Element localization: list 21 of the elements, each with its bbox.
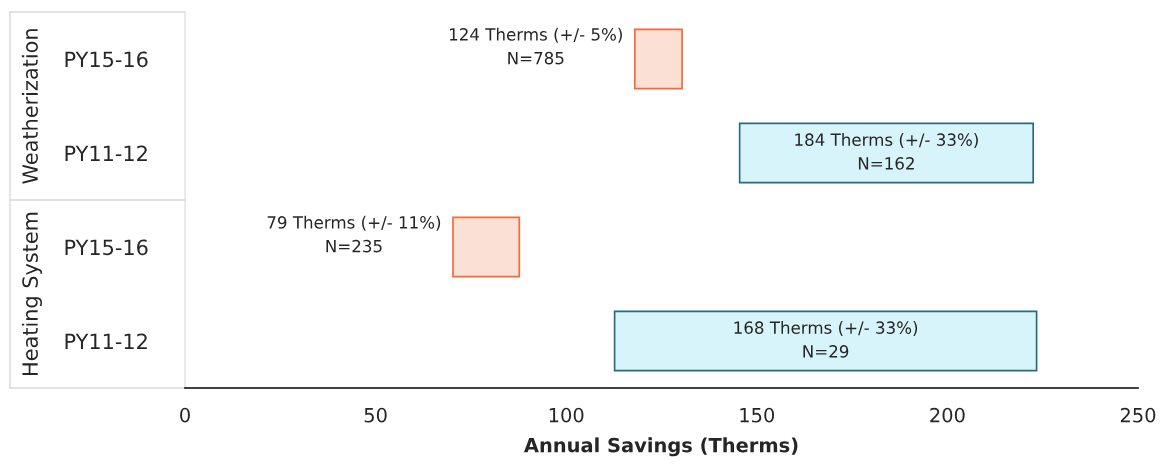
x-axis-title: Annual Savings (Therms) (524, 437, 798, 457)
x-tick-label: 100 (549, 407, 584, 423)
x-tick-label: 0 (180, 407, 190, 423)
bar (738, 122, 1035, 184)
y-tick-label: PY15-16 (65, 239, 148, 256)
x-tick-label: 150 (740, 407, 775, 423)
x-tick-label: 200 (930, 407, 965, 423)
x-tick-label: 250 (1120, 407, 1156, 423)
y-tick-label: PY11-12 (65, 145, 147, 161)
annotation: 184 Therms (+/- 33%) N=162 (795, 133, 978, 170)
bar (613, 310, 1038, 372)
annotation: 168 Therms (+/- 33%) N=29 (734, 321, 918, 358)
annotation: 124 Therms (+/- 5%) N=785 (449, 27, 622, 65)
text: Weatherization (21, 29, 38, 184)
x-tick-label: 50 (364, 407, 387, 423)
bar (452, 216, 521, 278)
bar (633, 28, 683, 90)
annotation: 79 Therms (+/- 11%) N=235 (267, 215, 441, 253)
y-tick-label: PY11-12 (65, 333, 147, 349)
text: Heating System (21, 212, 42, 375)
y-tick-label: PY15-16 (65, 51, 148, 68)
